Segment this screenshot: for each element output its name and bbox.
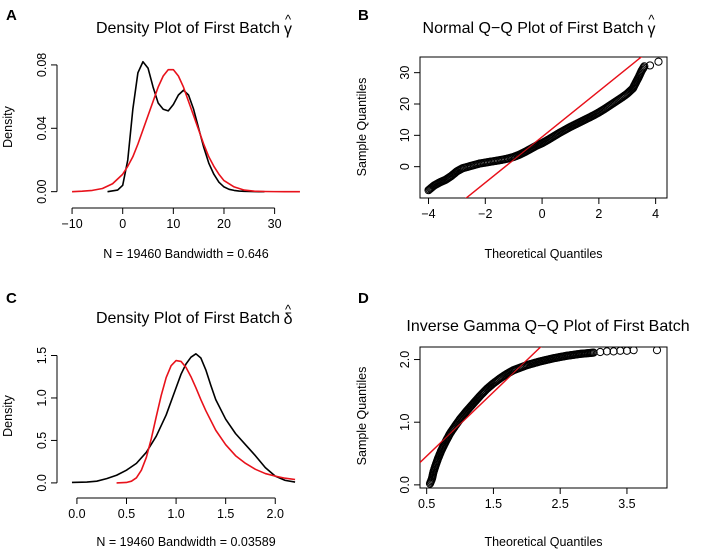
x-axis-label: Theoretical Quantiles: [484, 535, 602, 549]
data-point: [602, 347, 612, 356]
y-tick-label: 1.5: [35, 347, 49, 364]
data-point: [596, 347, 605, 357]
y-tick-label: 0.00: [35, 179, 49, 203]
y-tick-label: 1.0: [35, 389, 49, 406]
y-axis: 0.0 1.0 2.0: [398, 351, 421, 494]
panel-b: B Normal Q−Q Plot of First Batch γ^ −4 −2 0 2 4…: [355, 7, 668, 261]
plot-area: [71, 353, 296, 484]
plot-area: [420, 347, 662, 488]
x-tick-label: 0.5: [418, 497, 435, 511]
y-tick-label: 0.08: [35, 53, 49, 77]
y-tick-label: 0.0: [35, 474, 49, 491]
data-point: [622, 347, 632, 355]
x-axis: 0.0 0.5 1.0 1.5 2.0: [68, 497, 284, 521]
chart-title: Normal Q−Q Plot of First Batch: [423, 20, 644, 37]
data-point: [645, 61, 655, 70]
x-axis: −10 0 10 20 30: [61, 207, 282, 231]
x-axis-label: N = 19460 Bandwidth = 0.646: [103, 247, 268, 261]
series-line-empirical: [71, 353, 296, 484]
series-line-fit: [116, 359, 296, 484]
panel-c: C Density Plot of First Batch δ^ 0.0 0.5 1.0 1…: [1, 290, 296, 549]
panel-letter: B: [358, 7, 369, 24]
y-tick-label: 30: [398, 66, 412, 80]
y-tick-label: 0.5: [35, 432, 49, 449]
x-tick-label: 1.0: [167, 507, 184, 521]
x-tick-label: 0.5: [118, 507, 135, 521]
x-axis: 0.5 1.5 2.5 3.5: [418, 487, 636, 511]
x-tick-label: 2.5: [551, 497, 568, 511]
y-axis-label: Density: [1, 394, 15, 436]
y-tick-label: 2.0: [398, 351, 412, 368]
plot-frame: [419, 56, 668, 199]
data-points: [425, 347, 662, 488]
plot-area: [72, 60, 300, 193]
title-symbol: γ: [284, 21, 292, 38]
x-tick-label: −2: [478, 207, 492, 221]
x-tick-label: 0: [539, 207, 546, 221]
data-point: [609, 347, 618, 356]
y-tick-label: 20: [398, 97, 412, 111]
x-tick-label: 4: [652, 207, 659, 221]
x-axis-label: N = 19460 Bandwidth = 0.03589: [96, 535, 275, 549]
title-accent: ^: [285, 302, 292, 317]
x-tick-label: 2.0: [267, 507, 284, 521]
data-point: [652, 347, 662, 355]
x-tick-label: 3.5: [618, 497, 635, 511]
x-tick-label: −10: [61, 217, 82, 231]
reference-line-overlay: [420, 347, 542, 463]
chart-title: Density Plot of First Batch: [96, 20, 280, 37]
x-tick-label: 30: [268, 217, 282, 231]
x-tick-label: 20: [217, 217, 231, 231]
y-tick-label: 0.04: [35, 116, 49, 140]
title-accent: ^: [285, 12, 292, 27]
x-tick-label: 10: [166, 217, 180, 231]
data-points: [424, 57, 663, 195]
x-tick-label: 1.5: [485, 497, 502, 511]
data-point: [616, 347, 625, 355]
x-tick-label: 0.0: [68, 507, 85, 521]
series-line-fit: [72, 68, 300, 193]
panel-a: A Density Plot of First Batch γ^ −10 0 10 20 30…: [1, 7, 300, 261]
title-symbol: δ: [284, 311, 293, 328]
y-tick-label: 0.0: [398, 476, 412, 493]
x-tick-label: 2: [595, 207, 602, 221]
data-point: [629, 347, 638, 355]
x-tick-label: −4: [421, 207, 435, 221]
x-tick-label: 0: [119, 217, 126, 231]
y-axis: 0.00 0.04 0.08: [35, 53, 58, 204]
data-point: [638, 64, 647, 73]
panel-letter: D: [358, 290, 369, 307]
chart-title: Inverse Gamma Q−Q Plot of First Batch: [406, 318, 689, 335]
data-point: [640, 62, 649, 71]
x-axis: −4 −2 0 2 4: [421, 197, 659, 221]
panel-letter: A: [6, 7, 17, 24]
y-axis-label: Sample Quantiles: [355, 78, 369, 177]
y-axis-label: Sample Quantiles: [355, 367, 369, 466]
reference-line-overlay: [465, 57, 643, 198]
y-tick-label: 0: [398, 163, 412, 170]
y-axis: 0.0 0.5 1.0 1.5: [35, 347, 58, 492]
panel-letter: C: [6, 290, 17, 307]
series-line-empirical: [107, 60, 265, 193]
data-point: [654, 57, 663, 66]
y-tick-label: 1.0: [398, 413, 412, 430]
y-tick-label: 10: [398, 128, 412, 142]
title-symbol: γ: [647, 21, 655, 38]
chart-title: Density Plot of First Batch: [96, 310, 280, 327]
x-tick-label: 1.5: [217, 507, 234, 521]
y-axis: 0 10 20 30: [398, 66, 421, 170]
title-accent: ^: [648, 12, 655, 27]
plot-area: [424, 57, 663, 198]
x-axis-label: Theoretical Quantiles: [484, 247, 602, 261]
panel-d: D Inverse Gamma Q−Q Plot of First Batch 0.…: [355, 290, 690, 549]
y-axis-label: Density: [1, 105, 15, 147]
